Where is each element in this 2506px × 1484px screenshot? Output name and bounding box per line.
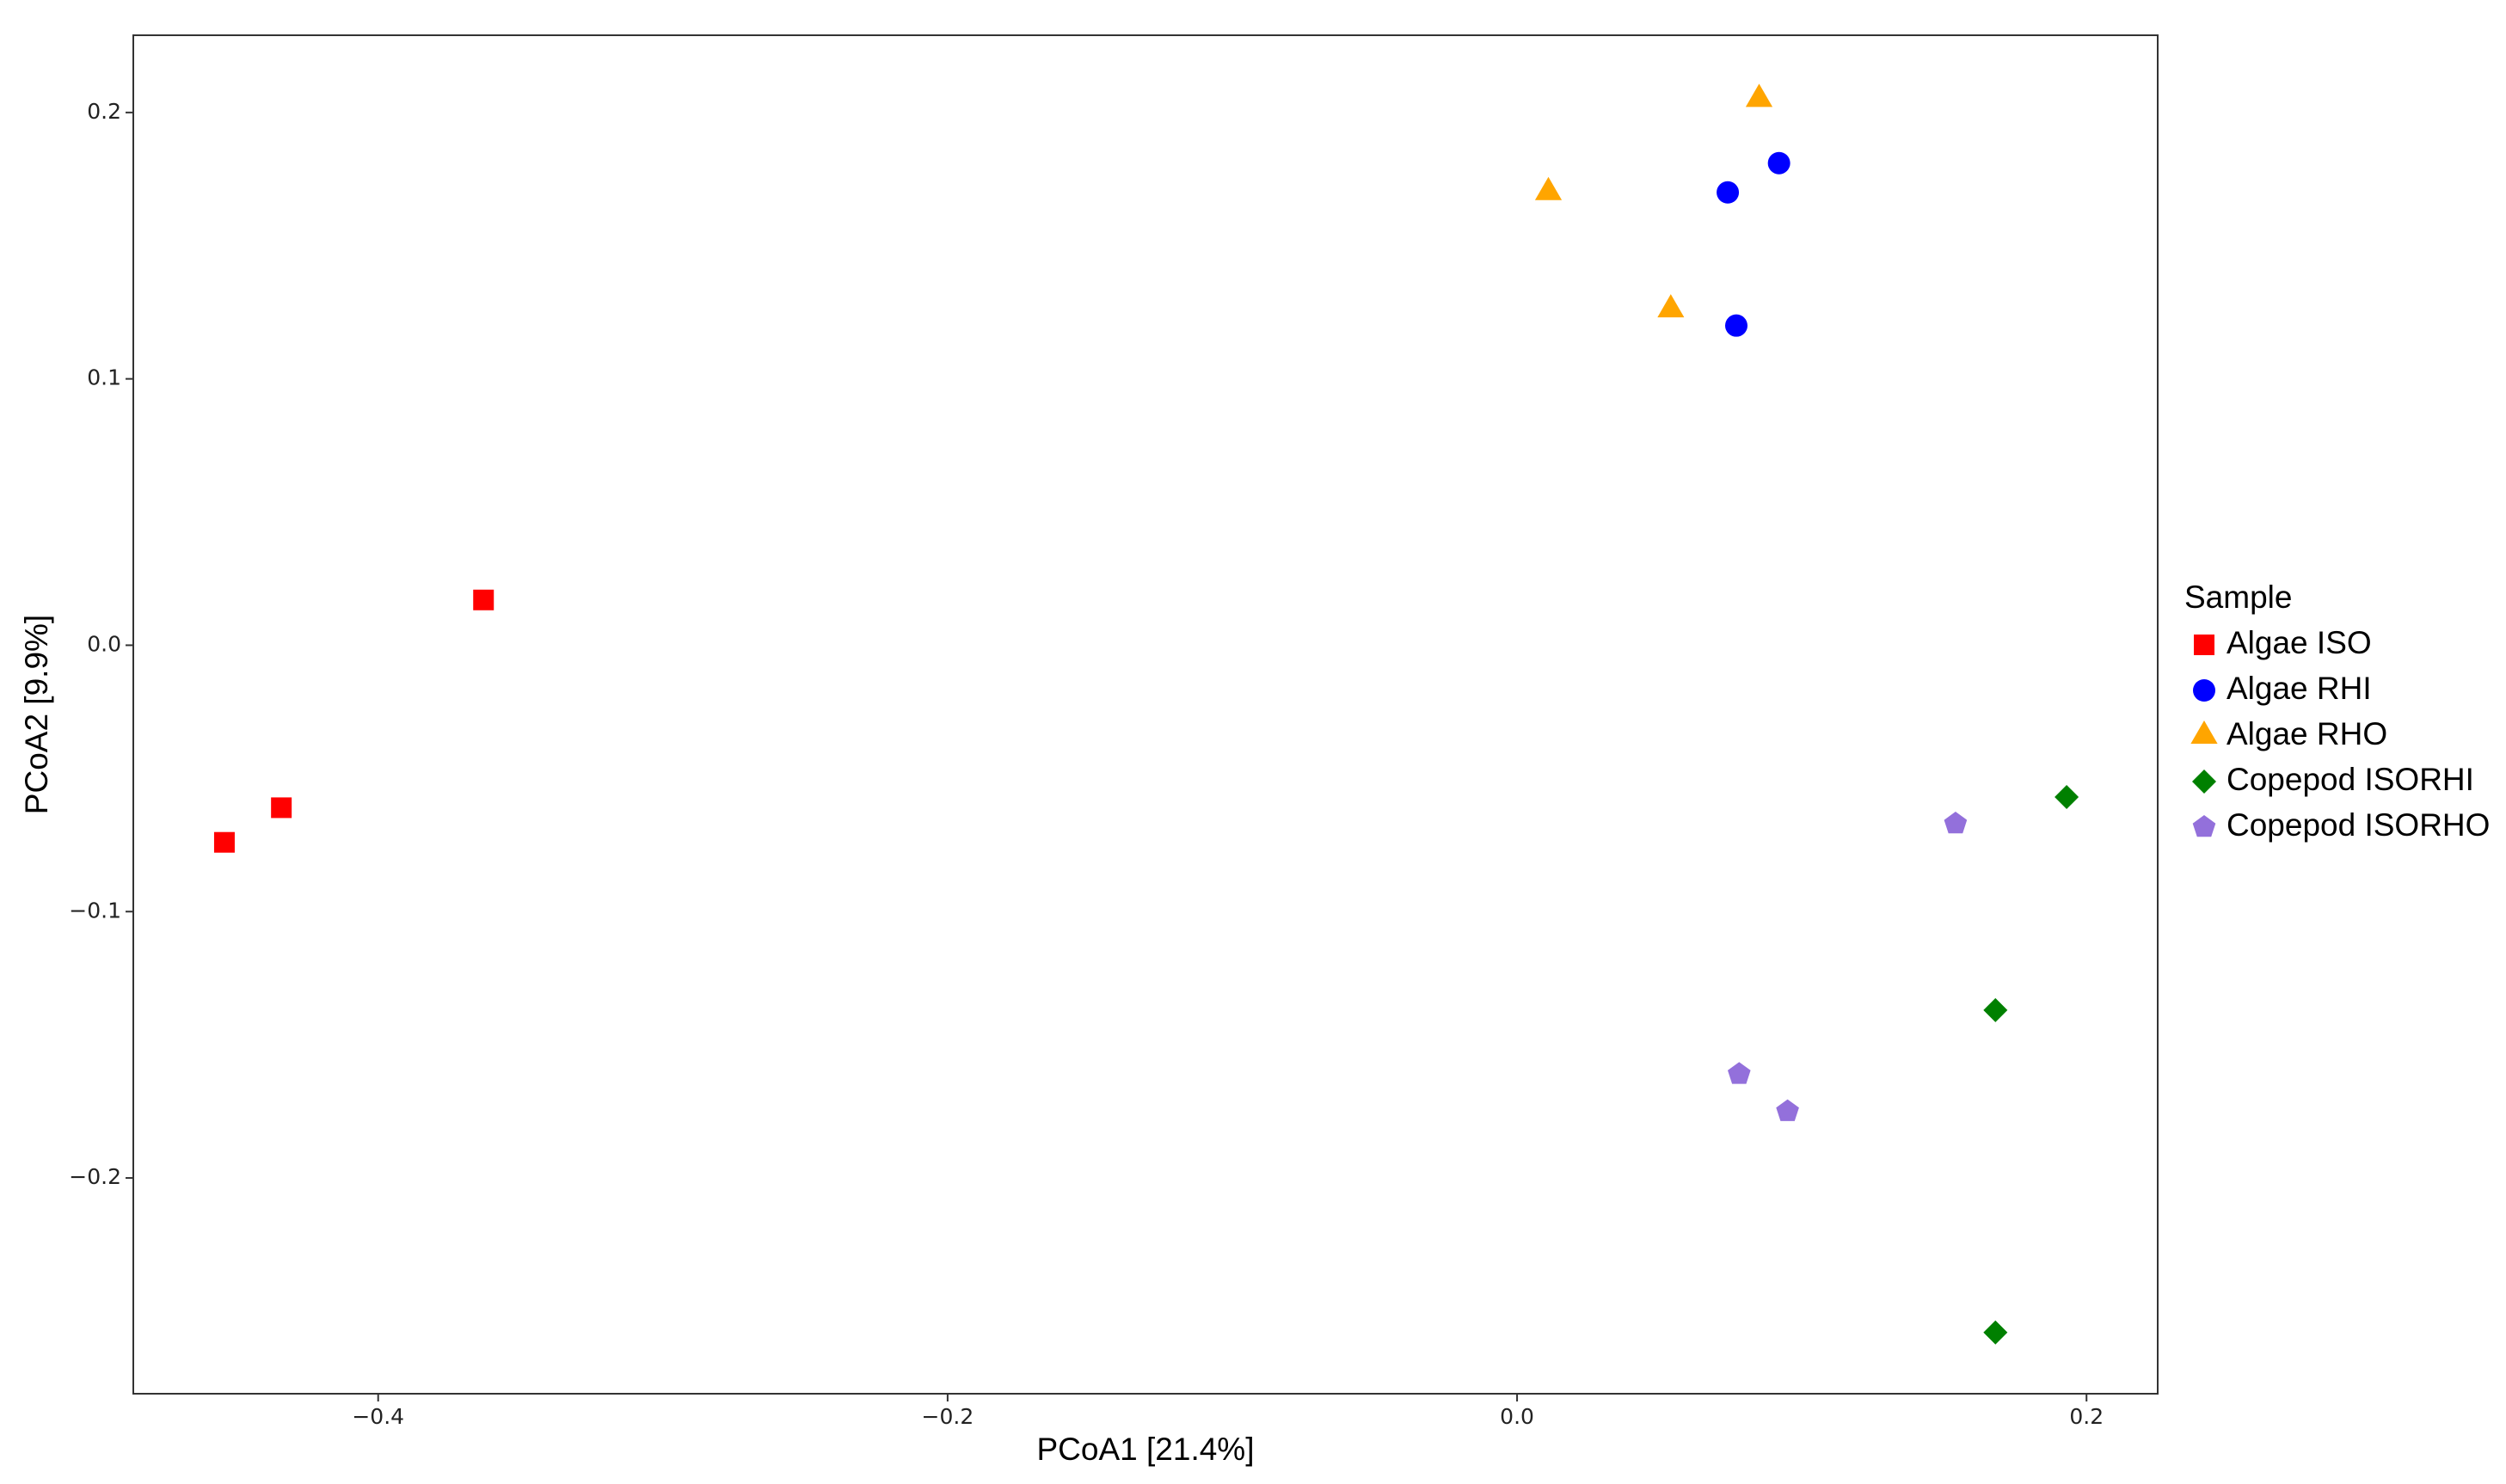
y-tick-label: 0.0	[87, 631, 121, 656]
x-axis-title: PCoA1 [21.4%]	[1037, 1432, 1255, 1467]
y-tick-label: 0.1	[87, 365, 121, 390]
y-tick-label: −0.1	[69, 898, 121, 923]
y-tick-label: 0.2	[87, 99, 121, 124]
point	[1745, 83, 1773, 107]
legend-label: Copepod ISORHI	[2227, 762, 2474, 797]
x-tick-label: 0.2	[2069, 1404, 2104, 1429]
legend-marker	[2194, 635, 2214, 655]
point	[1534, 176, 1563, 200]
point	[1776, 1099, 1799, 1121]
legend-title: Sample	[2184, 579, 2292, 615]
legend-label: Algae RHI	[2227, 671, 2372, 706]
y-axis-title: PCoA2 [9.9%]	[19, 615, 54, 814]
point	[1728, 1062, 1751, 1084]
x-tick-label: −0.4	[352, 1404, 404, 1429]
point	[473, 589, 494, 610]
point	[2055, 785, 2079, 809]
legend-marker	[2192, 815, 2216, 837]
legend-label: Algae RHO	[2227, 716, 2387, 751]
legend-label: Copepod ISORHO	[2227, 807, 2490, 843]
legend-marker	[2190, 721, 2218, 744]
legend-marker	[2192, 770, 2216, 794]
point	[1983, 997, 2008, 1022]
point	[1657, 294, 1685, 318]
point	[1717, 181, 1740, 204]
x-tick-label: −0.2	[922, 1404, 974, 1429]
y-tick-label: −0.2	[69, 1164, 121, 1189]
point	[1944, 812, 1968, 834]
legend-marker	[2193, 679, 2215, 702]
point	[213, 831, 235, 853]
point	[271, 797, 292, 819]
x-tick-label: 0.0	[1500, 1404, 1534, 1429]
point	[1724, 314, 1747, 337]
legend-label: Algae ISO	[2227, 625, 2372, 660]
plot-frame	[132, 34, 2159, 1395]
point	[1767, 151, 1790, 175]
point	[1983, 1320, 2008, 1345]
